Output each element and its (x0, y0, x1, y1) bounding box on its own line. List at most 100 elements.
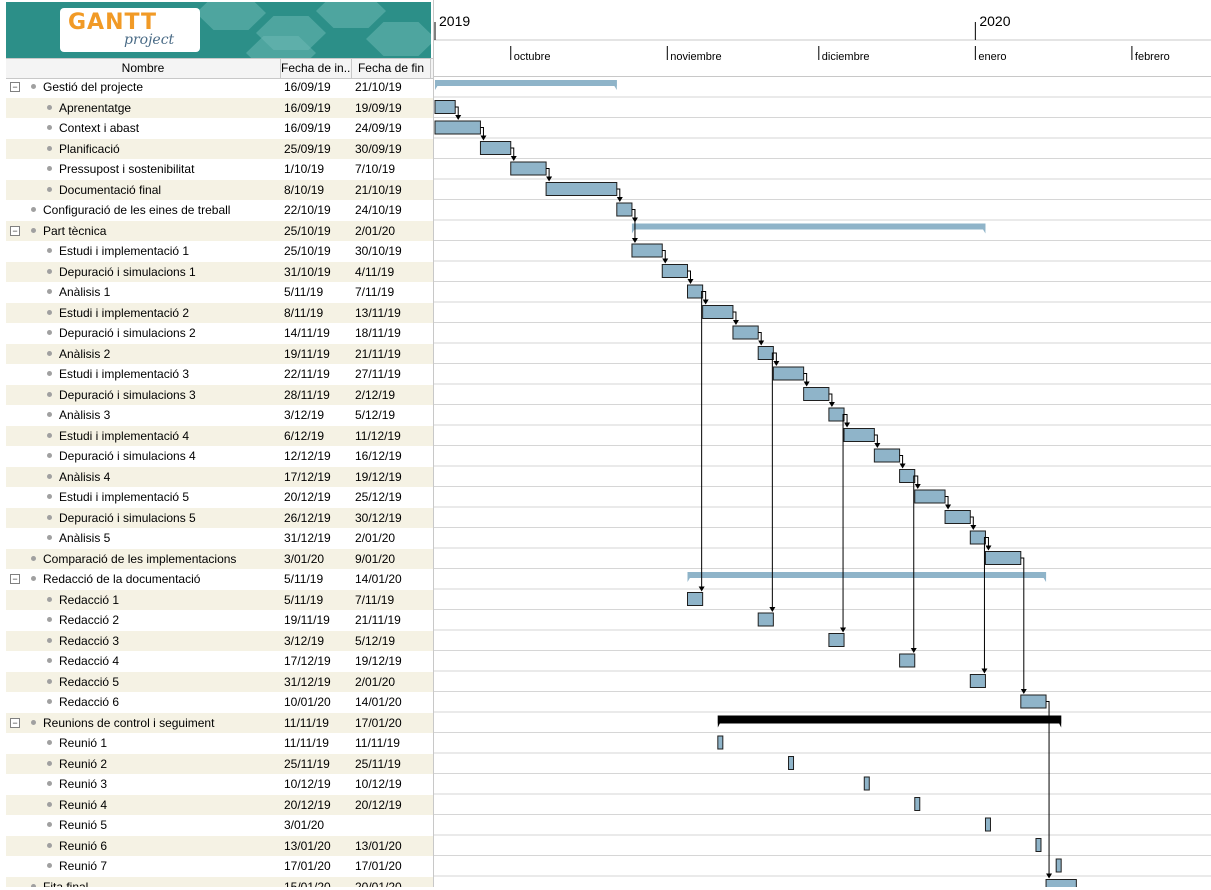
collapse-toggle-icon[interactable]: − (10, 225, 20, 236)
table-row[interactable]: Redacció 4 17/12/19 19/12/19 (6, 651, 433, 672)
task-name[interactable]: Estudi i implementació 2 (59, 305, 190, 320)
task-bar[interactable] (757, 612, 774, 627)
table-row[interactable]: Depuració i simulacions 5 26/12/19 30/12/1… (6, 507, 433, 528)
task-bar[interactable] (434, 120, 481, 135)
summary-bar[interactable] (717, 715, 1062, 724)
task-name[interactable]: Reunió 4 (59, 797, 108, 812)
task-name[interactable]: Reunió 2 (59, 756, 108, 771)
table-row[interactable]: Anàlisis 1 5/11/19 7/11/19 (6, 282, 433, 303)
table-row[interactable]: Anàlisis 5 31/12/19 2/01/20 (6, 528, 433, 549)
summary-bar[interactable] (631, 223, 986, 230)
table-row[interactable]: − Gestió del projecte 16/09/19 21/10/19 (6, 77, 433, 98)
task-name[interactable]: Estudi i implementació 5 (59, 490, 190, 504)
task-name[interactable]: Configuració de les eines de treball (43, 203, 231, 217)
task-name[interactable]: Anàlisis 4 (59, 469, 111, 484)
task-name[interactable]: Estudi i implementació 1 (59, 244, 190, 258)
task-name[interactable]: Depuració i simulacions 1 (59, 264, 196, 279)
table-row[interactable]: Depuració i simulacions 4 12/12/19 16/12/1… (6, 446, 433, 467)
task-name[interactable]: Reunió 5 (59, 818, 108, 832)
task-bar[interactable] (873, 448, 901, 463)
task-name[interactable]: Redacció 1 (59, 592, 120, 607)
table-row[interactable]: Aprenentatge 16/09/19 19/09/19 (6, 97, 433, 118)
table-row[interactable]: Estudi i implementació 4 6/12/19 11/12/19 (6, 425, 433, 446)
table-row[interactable]: Pressupost i sostenibilitat 1/10/19 7/10/1… (6, 159, 433, 180)
task-bar[interactable] (757, 346, 774, 360)
task-bar[interactable] (969, 674, 986, 688)
task-name[interactable]: Redacció 3 (59, 633, 120, 648)
task-bar[interactable] (616, 202, 633, 217)
column-header-end[interactable]: Fecha de fin (352, 59, 431, 78)
task-name[interactable]: Gestió del projecte (43, 80, 144, 94)
task-bar[interactable] (944, 510, 971, 524)
task-bar[interactable] (1045, 879, 1077, 890)
table-row[interactable]: Reunió 6 13/01/20 13/01/20 (6, 835, 433, 856)
task-bar[interactable] (687, 592, 704, 606)
summary-bar[interactable] (687, 572, 1047, 578)
task-name[interactable]: Depuració i simulacions 3 (59, 387, 196, 402)
task-name[interactable]: Depuració i simulacions 2 (59, 326, 196, 340)
task-bar[interactable] (828, 633, 845, 647)
task-name[interactable]: Depuració i simulacions 5 (59, 510, 196, 525)
task-name[interactable]: Redacció 2 (59, 613, 120, 627)
task-name[interactable]: Redacció 6 (59, 695, 120, 709)
table-row[interactable]: Redacció 2 19/11/19 21/11/19 (6, 610, 433, 631)
table-row[interactable]: Anàlisis 2 19/11/19 21/11/19 (6, 343, 433, 364)
column-header-name[interactable]: Nombre (6, 59, 281, 78)
task-bar[interactable] (914, 797, 921, 811)
table-row[interactable]: − Reunions de control i seguiment 11/11/19… (6, 712, 433, 733)
task-name[interactable]: Depuració i simulacions 4 (59, 449, 196, 463)
task-bar[interactable] (702, 305, 734, 319)
table-row[interactable]: Comparació de les implementacions 3/01/20… (6, 548, 433, 569)
task-bar[interactable] (772, 366, 805, 381)
table-row[interactable]: Redacció 5 31/12/19 2/01/20 (6, 671, 433, 692)
table-row[interactable]: Reunió 3 10/12/19 10/12/19 (6, 774, 433, 795)
table-row[interactable]: − Part tècnica 25/10/19 2/01/20 (6, 220, 433, 241)
table-row[interactable]: Reunió 1 11/11/19 11/11/19 (6, 733, 433, 754)
task-bar[interactable] (1035, 838, 1042, 852)
task-bar[interactable] (863, 776, 870, 791)
collapse-toggle-icon[interactable]: − (10, 574, 20, 584)
task-bar[interactable] (687, 284, 704, 299)
table-row[interactable]: Redacció 6 10/01/20 14/01/20 (6, 692, 433, 713)
task-name[interactable]: Estudi i implementació 3 (59, 367, 190, 381)
table-row[interactable]: Estudi i implementació 5 20/12/19 25/12/19 (6, 487, 433, 508)
summary-bar[interactable] (435, 80, 617, 86)
task-bar[interactable] (899, 653, 916, 668)
table-row[interactable]: Context i abast 16/09/19 24/09/19 (6, 118, 433, 139)
collapse-toggle-icon[interactable]: − (10, 717, 20, 728)
task-name[interactable]: Reunió 3 (59, 777, 108, 791)
table-row[interactable]: Configuració de les eines de treball 22/1… (6, 200, 433, 221)
pane-divider[interactable] (433, 0, 434, 887)
table-row[interactable]: Estudi i implementació 2 8/11/19 13/11/19 (6, 302, 433, 323)
task-bar[interactable] (843, 428, 875, 442)
table-row[interactable]: Reunió 5 3/01/20 (6, 815, 433, 836)
table-row[interactable]: − Redacció de la documentació 5/11/19 14/01… (6, 569, 433, 590)
task-bar[interactable] (479, 141, 512, 155)
task-bar[interactable] (984, 551, 1022, 565)
task-bar[interactable] (732, 325, 759, 340)
table-row[interactable]: Fita final 15/01/20 20/01/20 (6, 876, 433, 888)
task-bar[interactable] (434, 100, 456, 114)
gantt-chart-canvas[interactable]: 2019 2020 octubre noviembre diciembre enero fe… (434, 0, 1211, 890)
table-row[interactable]: Redacció 1 5/11/19 7/11/19 (6, 589, 433, 610)
task-name[interactable]: Fita final (43, 879, 89, 888)
table-row[interactable]: Planificació 25/09/19 30/09/19 (6, 138, 433, 159)
table-row[interactable]: Redacció 3 3/12/19 5/12/19 (6, 630, 433, 651)
gantt-chart[interactable]: 2019 2020 octubre noviembre diciembre enero fe… (434, 0, 1211, 890)
task-name[interactable]: Anàlisis 3 (59, 408, 111, 422)
table-row[interactable]: Anàlisis 3 3/12/19 5/12/19 (6, 405, 433, 426)
task-name[interactable]: Anàlisis 5 (59, 531, 111, 545)
task-name[interactable]: Estudi i implementació 4 (59, 428, 190, 443)
task-name[interactable]: Pressupost i sostenibilitat (59, 162, 195, 176)
task-bar[interactable] (1055, 858, 1062, 873)
task-bar[interactable] (984, 817, 991, 832)
table-row[interactable]: Anàlisis 4 17/12/19 19/12/19 (6, 466, 433, 487)
task-bar[interactable] (969, 530, 986, 545)
table-row[interactable]: Reunió 2 25/11/19 25/11/19 (6, 753, 433, 774)
task-bar[interactable] (914, 489, 946, 504)
task-name[interactable]: Comparació de les implementacions (43, 551, 237, 566)
table-row[interactable]: Depuració i simulacions 3 28/11/19 2/12/19 (6, 384, 433, 405)
task-bar[interactable] (1020, 694, 1047, 709)
task-name[interactable]: Aprenentatge (59, 100, 132, 115)
task-bar[interactable] (717, 735, 724, 750)
